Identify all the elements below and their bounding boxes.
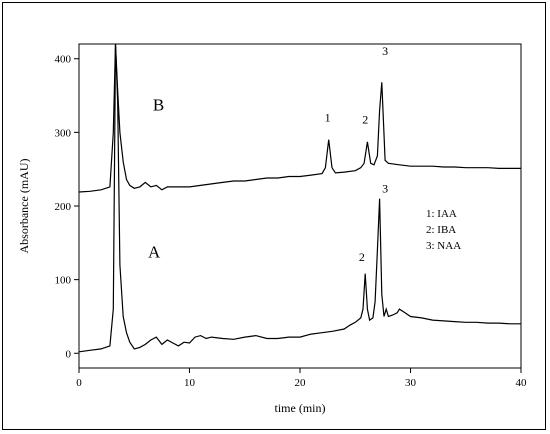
y-tick-label: 100 — [55, 275, 72, 287]
peak-label: 1 — [325, 110, 331, 124]
trace-label-b: B — [153, 95, 164, 114]
plot-border — [78, 43, 522, 369]
peak-label: 2 — [359, 250, 365, 264]
x-tick-label: 10 — [184, 377, 196, 389]
series-line-b — [79, 44, 521, 193]
x-tick-label: 40 — [516, 377, 528, 389]
x-tick-label: 30 — [405, 377, 417, 389]
traces — [79, 44, 521, 353]
y-axis-label: Absorbance (mAU) — [17, 159, 31, 254]
x-tick-label: 20 — [295, 377, 307, 389]
y-tick-label: 200 — [55, 201, 72, 213]
x-axis-label: time (min) — [275, 401, 326, 415]
peak-label: 3 — [382, 182, 388, 196]
peak-label: 3 — [382, 44, 388, 58]
legend: 1: IAA 2: IBA 3: NAA — [426, 208, 461, 252]
x-tick-label: 0 — [76, 377, 82, 389]
labels: time (min) Absorbance (mAU) B A 1 2 3 3 2 — [17, 44, 388, 415]
chart-frame — [2, 2, 546, 430]
y-tick-label: 400 — [55, 54, 72, 66]
y-tick-label: 300 — [55, 127, 72, 139]
trace-label-a: A — [148, 243, 161, 262]
legend-entry: 3: NAA — [426, 240, 461, 252]
legend-entry: 2: IBA — [426, 224, 456, 236]
peak-label: 2 — [362, 113, 368, 127]
y-tick-label: 0 — [66, 348, 72, 360]
series-line-a — [79, 44, 521, 353]
legend-entry: 1: IAA — [426, 208, 457, 220]
